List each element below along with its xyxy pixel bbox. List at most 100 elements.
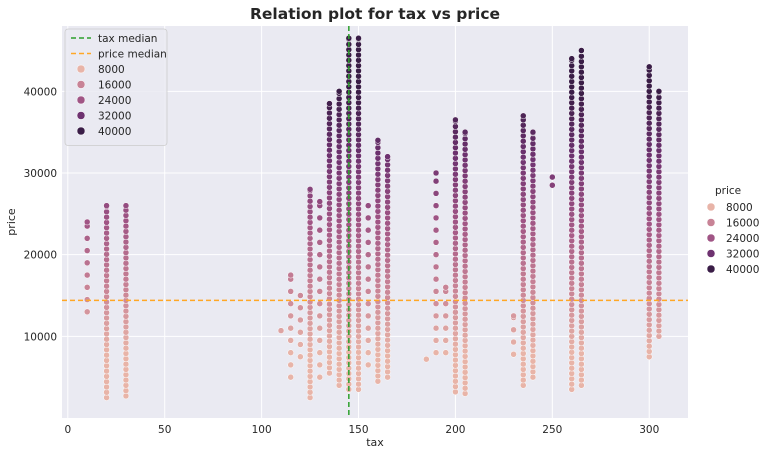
data-point: [364, 324, 372, 332]
data-point: [432, 288, 440, 295]
data-point: [432, 239, 440, 246]
legend-marker: [706, 264, 716, 274]
x-tick-label: 0: [64, 424, 71, 436]
data-point: [83, 259, 91, 267]
data-point: [316, 361, 324, 369]
data-point: [316, 349, 324, 356]
data-point: [316, 214, 324, 222]
data-point: [442, 337, 449, 344]
data-point: [103, 202, 110, 209]
data-point: [316, 312, 324, 320]
data-point: [297, 316, 304, 324]
data-point: [316, 288, 324, 295]
y-tick-label: 20000: [24, 250, 57, 262]
legend-label: 16000: [726, 218, 759, 230]
data-point: [316, 263, 324, 271]
legend-marker: [706, 218, 716, 227]
x-tick-label: 150: [349, 424, 369, 436]
inner-legend: tax median price median 8000 16000 24000 3200…: [64, 28, 168, 146]
data-point: [316, 337, 324, 344]
legend-label: 24000: [726, 233, 759, 245]
y-tick-label: 40000: [24, 86, 57, 98]
data-point: [432, 337, 440, 344]
data-point: [83, 218, 91, 226]
data-point: [432, 300, 440, 307]
data-point: [432, 251, 440, 258]
data-point: [287, 288, 294, 295]
data-point: [287, 324, 294, 332]
data-point: [122, 202, 130, 209]
data-point: [364, 275, 372, 283]
data-point: [432, 177, 440, 185]
data-point: [364, 337, 372, 344]
data-point: [83, 284, 91, 291]
data-point: [287, 271, 294, 279]
data-point: [510, 351, 517, 358]
data-point: [364, 239, 372, 246]
data-point: [510, 338, 517, 346]
legend-label: 32000: [726, 249, 759, 261]
data-point: [432, 275, 440, 283]
data-point: [364, 349, 372, 356]
data-point: [578, 47, 585, 54]
y-tick-label: 30000: [24, 168, 57, 180]
data-point: [364, 312, 372, 320]
data-point: [510, 312, 517, 320]
data-point: [316, 373, 324, 381]
data-point: [287, 373, 294, 381]
x-tick-label: 250: [542, 424, 562, 436]
inner-legend-frame: [64, 28, 168, 146]
data-point: [297, 292, 304, 299]
data-point: [287, 312, 294, 320]
chart-title: Relation plot for tax vs price: [250, 5, 500, 23]
legend-label: 32000: [98, 111, 131, 123]
y-axis-label: price: [5, 208, 18, 236]
data-point: [549, 182, 556, 189]
x-tick-label: 50: [158, 424, 171, 436]
data-point: [355, 35, 362, 42]
data-point: [510, 326, 517, 334]
data-point: [442, 349, 449, 356]
data-point: [287, 337, 294, 344]
data-point: [316, 300, 324, 307]
data-point: [316, 198, 324, 205]
data-point: [442, 300, 449, 307]
legend-marker: [76, 95, 86, 105]
data-point: [306, 186, 314, 193]
data-point: [568, 55, 575, 62]
legend-label: 40000: [98, 126, 131, 138]
data-point: [432, 169, 440, 177]
y-tick-label: 10000: [24, 331, 57, 343]
data-point: [432, 349, 440, 356]
data-point: [364, 288, 372, 295]
data-point: [297, 329, 304, 336]
legend-label: 16000: [98, 80, 131, 92]
legend-label: 24000: [98, 95, 131, 107]
data-point: [432, 226, 440, 234]
data-point: [316, 275, 324, 283]
data-point: [83, 296, 91, 303]
data-point: [297, 304, 304, 311]
data-point: [316, 251, 324, 258]
legend-marker: [76, 80, 86, 89]
legend-marker: [76, 111, 86, 120]
data-point: [364, 300, 372, 307]
data-point: [83, 235, 91, 242]
data-point: [364, 251, 372, 258]
outer-legend: price 8000 16000 24000 32000 40000: [706, 185, 759, 276]
data-point: [287, 361, 294, 369]
data-point: [316, 226, 324, 234]
data-point: [432, 312, 440, 320]
legend-marker: [706, 202, 716, 212]
legend-label: price median: [98, 49, 167, 61]
data-point: [520, 112, 527, 120]
data-point: [83, 271, 91, 279]
x-tick-label: 300: [639, 424, 659, 436]
data-point: [452, 116, 459, 124]
legend-label: 8000: [726, 202, 753, 214]
data-point: [432, 202, 440, 209]
data-point: [655, 88, 663, 95]
data-point: [316, 324, 324, 332]
data-point: [316, 239, 324, 246]
